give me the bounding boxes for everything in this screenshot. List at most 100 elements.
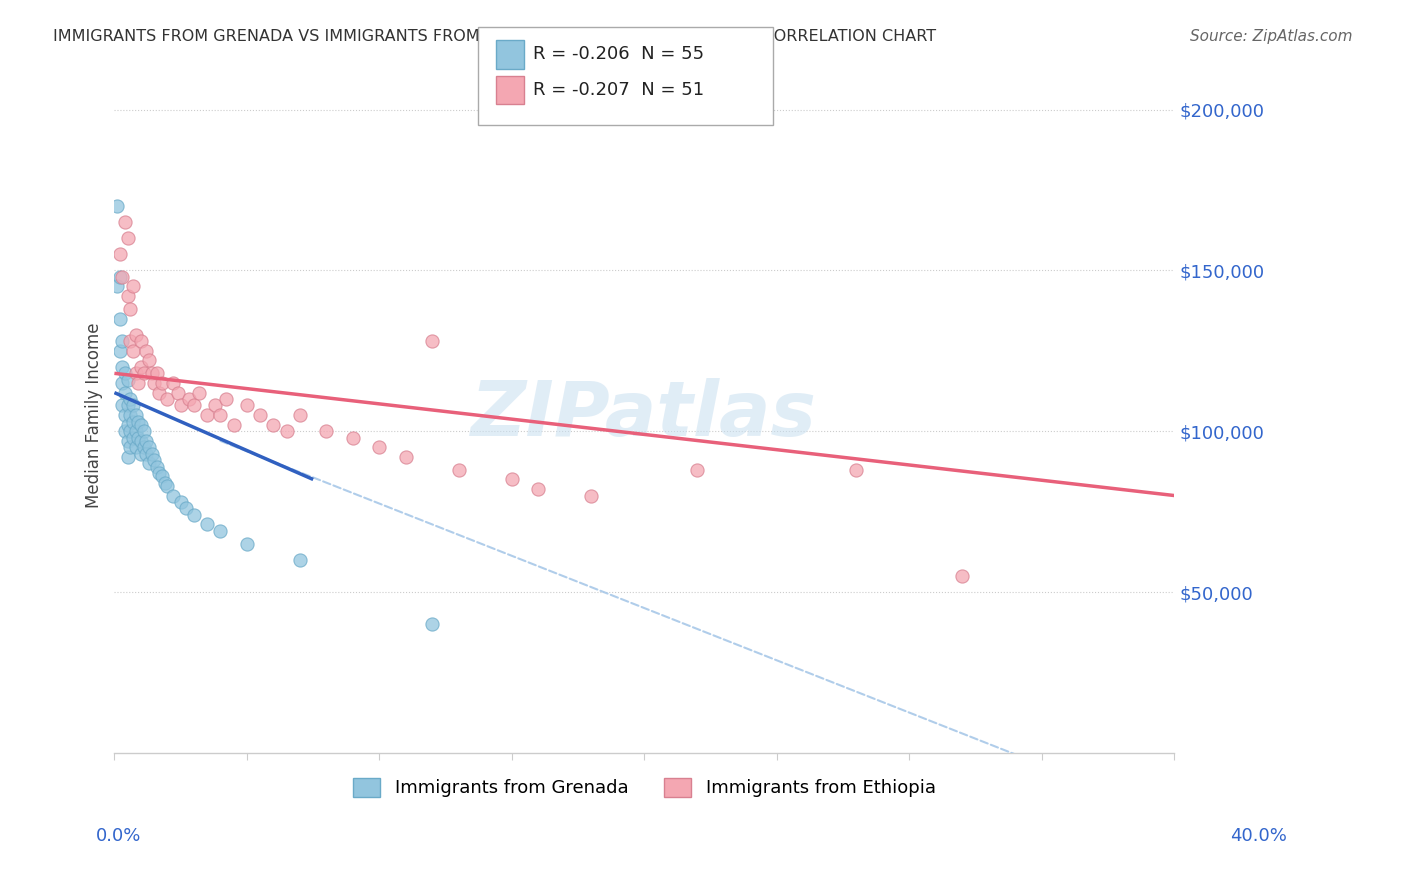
Point xyxy=(122,399,145,413)
Point xyxy=(148,385,170,400)
Point xyxy=(195,517,218,532)
Text: Source: ZipAtlas.com: Source: ZipAtlas.com xyxy=(1189,29,1353,45)
Point xyxy=(315,424,337,438)
Point xyxy=(122,415,145,429)
Point xyxy=(120,408,142,422)
Point xyxy=(117,450,139,464)
Point xyxy=(120,301,142,316)
Point xyxy=(124,408,146,422)
Point xyxy=(162,489,184,503)
Point xyxy=(138,456,160,470)
Point xyxy=(146,367,169,381)
Point xyxy=(111,376,134,390)
Point xyxy=(114,385,136,400)
Legend: Immigrants from Grenada, Immigrants from Ethiopia: Immigrants from Grenada, Immigrants from… xyxy=(346,771,943,805)
Point xyxy=(135,434,157,448)
Point xyxy=(108,247,131,261)
Point xyxy=(141,447,163,461)
Point xyxy=(120,440,142,454)
Point xyxy=(111,334,134,348)
Point xyxy=(156,479,179,493)
Point xyxy=(204,399,226,413)
Point xyxy=(845,463,868,477)
Text: 0.0%: 0.0% xyxy=(96,827,141,845)
Point xyxy=(952,569,974,583)
Point xyxy=(501,473,523,487)
Point xyxy=(209,408,232,422)
Point xyxy=(368,440,391,454)
Point xyxy=(422,334,444,348)
Point xyxy=(127,431,149,445)
Point xyxy=(183,508,205,522)
Point xyxy=(124,440,146,454)
Point xyxy=(132,367,155,381)
Point xyxy=(288,553,311,567)
Point xyxy=(183,399,205,413)
Point xyxy=(215,392,238,406)
Point xyxy=(129,447,152,461)
Point xyxy=(177,392,200,406)
Point xyxy=(120,334,142,348)
Point xyxy=(108,311,131,326)
Point xyxy=(169,399,191,413)
Point xyxy=(114,424,136,438)
Point xyxy=(120,392,142,406)
Point xyxy=(122,279,145,293)
Point xyxy=(262,417,284,432)
Point xyxy=(143,376,166,390)
Point xyxy=(153,475,176,490)
Point xyxy=(120,424,142,438)
Text: 40.0%: 40.0% xyxy=(1230,827,1286,845)
Point xyxy=(236,399,259,413)
Point xyxy=(114,215,136,229)
Point xyxy=(342,431,364,445)
Point xyxy=(150,469,173,483)
Point xyxy=(124,367,146,381)
Point xyxy=(138,440,160,454)
Point xyxy=(111,399,134,413)
Point xyxy=(188,385,211,400)
Text: R = -0.206  N = 55: R = -0.206 N = 55 xyxy=(533,45,704,63)
Point xyxy=(122,431,145,445)
Point xyxy=(127,415,149,429)
Point xyxy=(135,447,157,461)
Point xyxy=(686,463,709,477)
Point xyxy=(108,343,131,358)
Point xyxy=(195,408,218,422)
Point xyxy=(447,463,470,477)
Point xyxy=(527,482,550,496)
Point xyxy=(124,424,146,438)
Text: IMMIGRANTS FROM GRENADA VS IMMIGRANTS FROM ETHIOPIA MEDIAN FAMILY INCOME CORRELA: IMMIGRANTS FROM GRENADA VS IMMIGRANTS FR… xyxy=(53,29,936,45)
Point xyxy=(117,417,139,432)
Point xyxy=(141,367,163,381)
Point xyxy=(169,495,191,509)
Point xyxy=(150,376,173,390)
Point xyxy=(132,440,155,454)
Point xyxy=(395,450,418,464)
Point xyxy=(222,417,245,432)
Point xyxy=(114,408,136,422)
Point xyxy=(209,524,232,538)
Point xyxy=(148,466,170,480)
Point xyxy=(111,269,134,284)
Point xyxy=(236,537,259,551)
Point xyxy=(111,359,134,374)
Point xyxy=(276,424,298,438)
Point xyxy=(129,417,152,432)
Point xyxy=(127,376,149,390)
Point xyxy=(581,489,603,503)
Point xyxy=(105,279,128,293)
Point xyxy=(129,334,152,348)
Point xyxy=(108,269,131,284)
Point xyxy=(117,231,139,245)
Point xyxy=(156,392,179,406)
Point xyxy=(146,459,169,474)
Point xyxy=(129,359,152,374)
Point xyxy=(124,327,146,342)
Point xyxy=(138,353,160,368)
Y-axis label: Median Family Income: Median Family Income xyxy=(86,322,103,508)
Point xyxy=(114,367,136,381)
Text: R = -0.207  N = 51: R = -0.207 N = 51 xyxy=(533,81,704,99)
Point xyxy=(167,385,190,400)
Point xyxy=(288,408,311,422)
